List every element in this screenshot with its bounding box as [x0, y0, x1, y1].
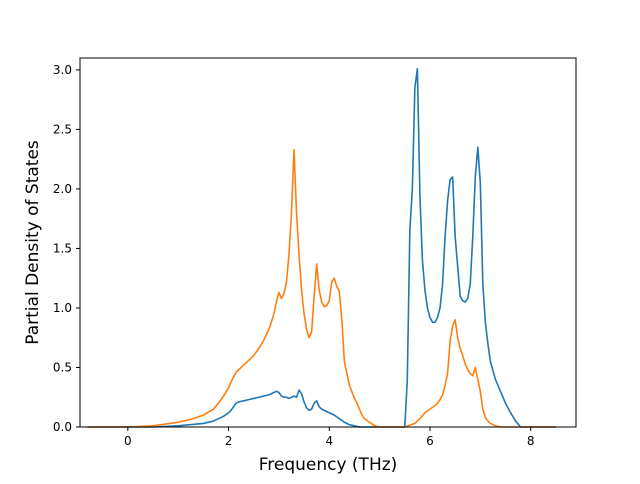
plot-frame [79, 57, 577, 428]
series-layer [87, 67, 556, 428]
y-tick-label: 0.5 [53, 360, 72, 374]
y-axis: 0.0 0.5 1.0 1.5 2.0 2.5 3.0 [53, 63, 80, 434]
x-axis: 0 2 4 6 8 [124, 427, 535, 448]
y-tick-label: 3.0 [53, 63, 72, 77]
y-tick-label: 1.0 [53, 301, 72, 315]
x-tick-label: 2 [225, 434, 233, 448]
series-line-1 [87, 67, 556, 428]
x-tick-label: 6 [426, 434, 434, 448]
series-line-2 [87, 148, 556, 428]
y-tick-label: 0.0 [53, 420, 72, 434]
x-tick-label: 4 [325, 434, 333, 448]
y-tick-label: 2.5 [53, 122, 72, 136]
x-tick-label: 8 [527, 434, 535, 448]
x-axis-label: Frequency (THz) [259, 455, 398, 475]
y-tick-label: 1.5 [53, 241, 72, 255]
y-axis-label: Partial Density of States [23, 140, 43, 345]
y-tick-label: 2.0 [53, 182, 72, 196]
x-tick-label: 0 [124, 434, 132, 448]
